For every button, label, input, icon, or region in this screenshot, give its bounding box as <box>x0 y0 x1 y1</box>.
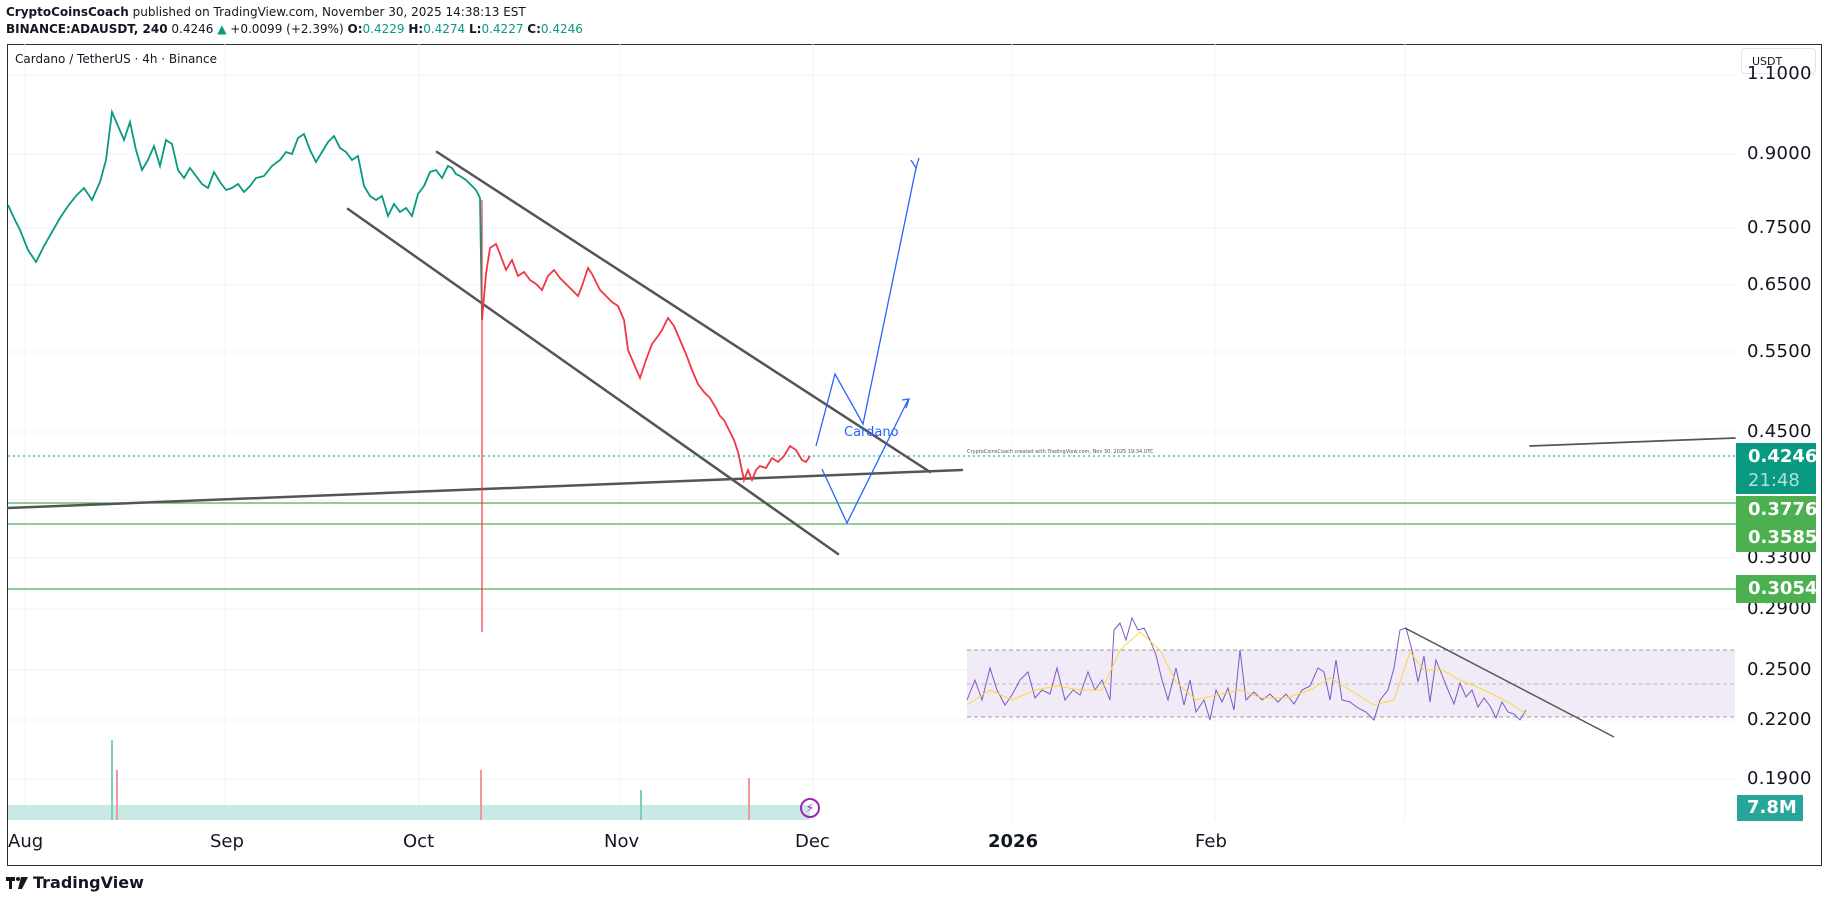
grid <box>8 44 1735 820</box>
published-text: published on TradingView.com, November 3… <box>132 5 526 19</box>
level-badge-3: 0.3054 <box>1736 575 1817 603</box>
symbol-label: BINANCE:ADAUSDT, 240 <box>6 22 168 36</box>
open-label: O: <box>347 22 363 36</box>
chart-title[interactable]: Cardano / TetherUS · 4h · Binance <box>15 52 217 66</box>
level-badge-1: 0.3776 <box>1736 496 1817 524</box>
price-axis-label: 0.7500 <box>1747 217 1812 238</box>
candles <box>7 108 811 632</box>
time-axis-label: 2026 <box>988 831 1039 852</box>
price-axis-label: 0.2500 <box>1747 659 1812 680</box>
last-price-value: 0.4246 <box>1748 446 1818 467</box>
symbol-info-line: BINANCE:ADAUSDT, 240 0.4246 ▲ +0.0099 (+… <box>6 21 583 37</box>
low-value: 0.4227 <box>481 22 524 36</box>
brand-name: TradingView <box>33 873 144 892</box>
price-axis-label: 0.3300 <box>1747 547 1812 568</box>
time-axis-label: Oct <box>403 831 435 852</box>
price-axis-label: 1.1000 <box>1747 63 1812 84</box>
time-axis-label: Dec <box>795 831 830 852</box>
price-axis-label: 0.2200 <box>1747 709 1812 730</box>
tradingview-logo[interactable]: TradingView <box>6 873 144 892</box>
descending-channel[interactable] <box>6 150 1736 556</box>
open-value: 0.4229 <box>362 22 405 36</box>
time-axis-label: Feb <box>1195 831 1227 852</box>
price-axis-label: 0.1900 <box>1747 768 1812 789</box>
chart-frame[interactable] <box>7 44 1822 866</box>
close-label: C: <box>527 22 541 36</box>
watermark-text: CryptoCoinsCoach created with TradingVie… <box>967 449 1154 455</box>
bar-countdown: 21:48 <box>1748 470 1800 491</box>
time-axis-label: Nov <box>604 831 640 852</box>
high-value: 0.4274 <box>423 22 466 36</box>
last-price-badge: 0.4246 21:48 <box>1736 443 1818 494</box>
price-axis-label: 0.4500 <box>1747 421 1812 442</box>
cardano-drawing-label[interactable]: Cardano <box>844 425 899 440</box>
projection-paths[interactable] <box>815 157 920 525</box>
price-axis-label: 0.6500 <box>1747 274 1812 295</box>
price-change: +0.0099 (+2.39%) <box>230 22 344 36</box>
support-levels[interactable] <box>8 502 1736 590</box>
lightning-icon[interactable]: ⚡ <box>800 798 820 818</box>
rsi-overlay <box>966 616 1735 738</box>
level-badge-2: 0.3585 <box>1736 524 1817 552</box>
time-axis-label: Aug <box>8 831 44 852</box>
low-label: L: <box>469 22 482 36</box>
tradingview-logo-icon <box>6 876 28 889</box>
last-price: 0.4246 <box>171 22 214 36</box>
price-axis-label: 0.9000 <box>1747 143 1812 164</box>
time-axis-label: Sep <box>210 831 244 852</box>
up-arrow-icon: ▲ <box>217 22 227 36</box>
author-name[interactable]: CryptoCoinsCoach <box>6 5 129 19</box>
volume-badge: 7.8M <box>1737 795 1803 821</box>
currency-button[interactable]: USDT <box>1741 48 1816 74</box>
close-value: 0.4246 <box>540 22 583 36</box>
publish-info: CryptoCoinsCoach published on TradingVie… <box>6 4 526 20</box>
price-axis-label: 0.2900 <box>1747 598 1812 619</box>
volume-bars <box>8 740 810 820</box>
high-label: H: <box>408 22 424 36</box>
price-axis-label: 0.5500 <box>1747 341 1812 362</box>
